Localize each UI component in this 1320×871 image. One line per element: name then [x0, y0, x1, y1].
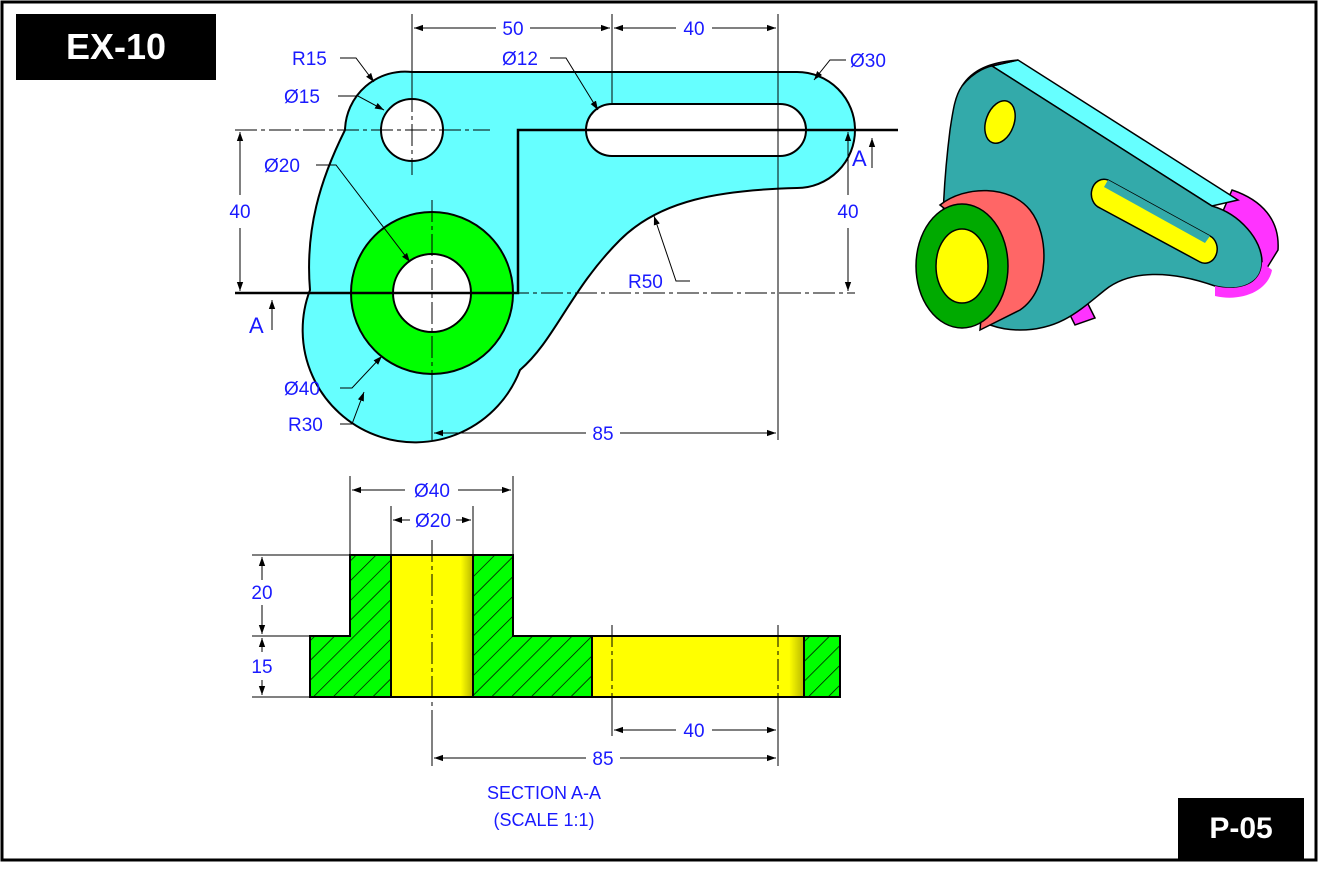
section-slot — [591, 635, 805, 698]
dim-d20: Ø20 — [264, 156, 300, 177]
section-dim-d40: Ø40 — [414, 481, 450, 502]
section-dim-40: 40 — [683, 721, 704, 742]
dim-50: 50 — [502, 19, 523, 40]
dim-d40: Ø40 — [284, 379, 320, 400]
section-mark-left: A — [249, 313, 264, 338]
section-mark-right: A — [852, 146, 867, 171]
dim-r30: R30 — [288, 415, 323, 436]
dim-r15: R15 — [292, 49, 327, 70]
section-dimension-lines — [258, 486, 776, 762]
section-dim-15: 15 — [251, 657, 272, 678]
dim-d12: Ø12 — [502, 49, 538, 70]
dimension-lines — [236, 24, 876, 437]
dim-40-right: 40 — [837, 202, 858, 223]
page-label: P-05 — [1178, 798, 1304, 860]
section-dim-85: 85 — [592, 749, 613, 770]
section-dim-20: 20 — [251, 583, 272, 604]
extension-lines — [411, 14, 779, 440]
dim-85-top: 85 — [592, 424, 613, 445]
dim-d15: Ø15 — [284, 87, 320, 108]
isometric-view — [915, 59, 1279, 332]
dim-40-top: 40 — [683, 19, 704, 40]
section-extension-lines — [252, 476, 779, 766]
top-view: 50 40 R15 Ø15 Ø20 Ø12 Ø30 40 40 R50 Ø40 … — [229, 14, 900, 445]
section-title: SECTION A-A — [487, 783, 601, 803]
section-line — [235, 128, 898, 295]
exercise-label: EX-10 — [16, 14, 216, 80]
section-scale: (SCALE 1:1) — [493, 810, 594, 830]
dim-d30: Ø30 — [850, 51, 886, 72]
dim-40-left: 40 — [229, 202, 250, 223]
section-center-lines — [431, 540, 779, 712]
section-view: Ø40 Ø20 20 15 40 85 SECTION A-A (SCALE 1… — [251, 476, 841, 830]
dim-r50: R50 — [628, 272, 663, 293]
section-dim-d20: Ø20 — [415, 511, 451, 532]
